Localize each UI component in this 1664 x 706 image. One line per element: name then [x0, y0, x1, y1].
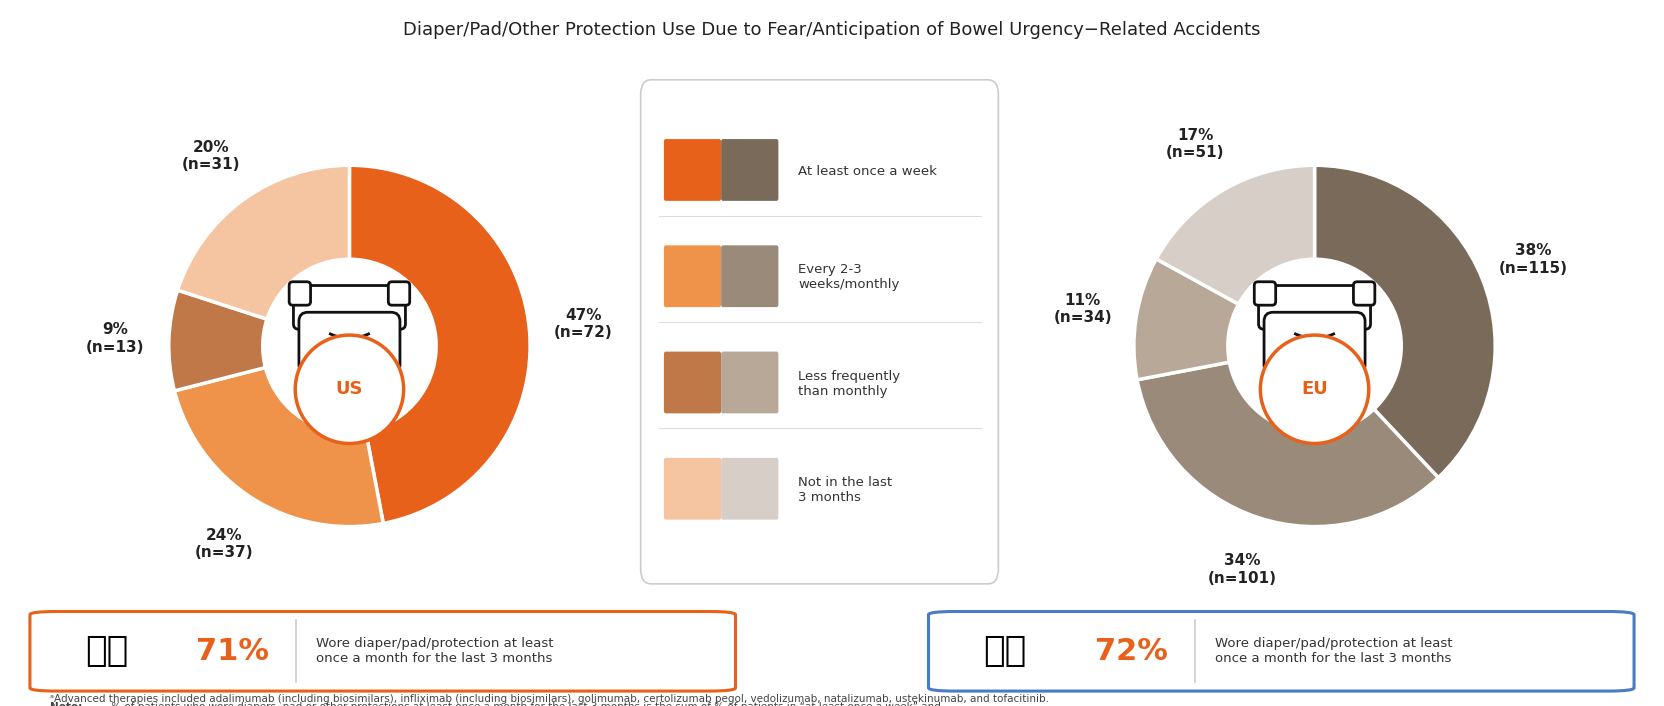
Text: Note:: Note:	[50, 702, 82, 706]
Wedge shape	[1137, 362, 1438, 527]
Text: 72%: 72%	[1095, 637, 1168, 666]
FancyBboxPatch shape	[1265, 312, 1364, 373]
Wedge shape	[168, 290, 266, 391]
Text: 38%
(n=115): 38% (n=115)	[1498, 244, 1567, 275]
Text: ᵃAdvanced therapies included adalimumab (including biosimilars), infliximab (inc: ᵃAdvanced therapies included adalimumab …	[50, 694, 1048, 704]
Text: 71%: 71%	[196, 637, 270, 666]
Text: 47%
(n=72): 47% (n=72)	[554, 308, 612, 340]
Wedge shape	[1315, 165, 1496, 478]
Text: Wore diaper/pad/protection at least
once a month for the last 3 months: Wore diaper/pad/protection at least once…	[1215, 638, 1453, 665]
Text: Every 2-3
weeks/monthly: Every 2-3 weeks/monthly	[799, 263, 900, 292]
Circle shape	[1228, 259, 1401, 433]
FancyBboxPatch shape	[300, 312, 399, 373]
FancyBboxPatch shape	[1288, 318, 1341, 330]
Text: % of patients who wore diapers, pad or other protections at least once a month f: % of patients who wore diapers, pad or o…	[108, 702, 942, 706]
Text: 🇺🇸: 🇺🇸	[85, 634, 128, 669]
Wedge shape	[1156, 165, 1315, 304]
Text: US: US	[336, 381, 363, 398]
Text: At least once a week: At least once a week	[799, 164, 937, 178]
Circle shape	[295, 335, 404, 443]
FancyBboxPatch shape	[323, 318, 376, 330]
Text: 20%
(n=31): 20% (n=31)	[181, 140, 241, 172]
Text: Not in the last
3 months: Not in the last 3 months	[799, 476, 892, 504]
Text: 34%
(n=101): 34% (n=101)	[1208, 553, 1276, 585]
FancyBboxPatch shape	[664, 245, 721, 307]
FancyBboxPatch shape	[721, 245, 779, 307]
Text: 9%
(n=13): 9% (n=13)	[85, 323, 145, 354]
Text: 24%
(n=37): 24% (n=37)	[195, 528, 253, 561]
Wedge shape	[349, 165, 531, 523]
FancyBboxPatch shape	[721, 458, 779, 520]
FancyBboxPatch shape	[664, 458, 721, 520]
FancyBboxPatch shape	[1353, 282, 1374, 305]
FancyBboxPatch shape	[664, 352, 721, 413]
FancyBboxPatch shape	[1258, 285, 1371, 329]
FancyBboxPatch shape	[388, 282, 409, 305]
FancyBboxPatch shape	[721, 352, 779, 413]
Wedge shape	[175, 368, 383, 527]
Text: Wore diaper/pad/protection at least
once a month for the last 3 months: Wore diaper/pad/protection at least once…	[316, 638, 554, 665]
Text: Diaper/Pad/Other Protection Use Due to Fear/Anticipation of Bowel Urgency−Relate: Diaper/Pad/Other Protection Use Due to F…	[403, 21, 1261, 39]
Text: 11%
(n=34): 11% (n=34)	[1053, 293, 1112, 325]
FancyBboxPatch shape	[290, 282, 311, 305]
Wedge shape	[1133, 259, 1238, 380]
FancyBboxPatch shape	[1255, 282, 1276, 305]
FancyBboxPatch shape	[641, 80, 998, 584]
FancyBboxPatch shape	[293, 285, 406, 329]
FancyBboxPatch shape	[664, 139, 721, 201]
Text: EU: EU	[1301, 381, 1328, 398]
Circle shape	[1260, 335, 1369, 443]
Text: 🇪🇺: 🇪🇺	[983, 634, 1027, 669]
FancyBboxPatch shape	[721, 139, 779, 201]
FancyBboxPatch shape	[929, 611, 1634, 691]
Wedge shape	[178, 165, 349, 319]
FancyBboxPatch shape	[30, 611, 735, 691]
Circle shape	[263, 259, 436, 433]
Text: Less frequently
than monthly: Less frequently than monthly	[799, 370, 900, 397]
Text: 17%
(n=51): 17% (n=51)	[1166, 128, 1225, 160]
